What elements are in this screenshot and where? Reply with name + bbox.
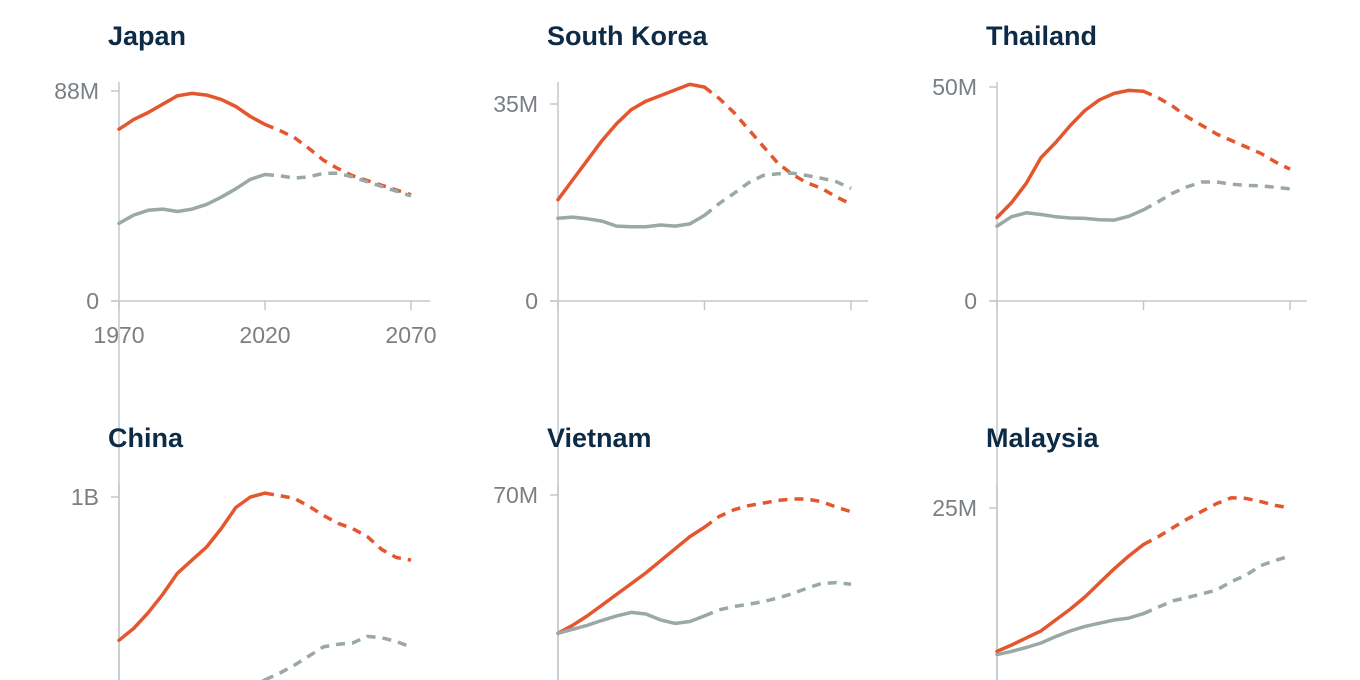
primary-series-historical-line <box>995 88 1146 220</box>
secondary-series-projected-line <box>703 171 852 217</box>
primary-series-historical-line <box>995 542 1146 654</box>
primary-series-historical-line <box>556 525 707 636</box>
secondary-series-historical-line <box>995 611 1146 657</box>
chart-panel: Vietnam 70M <box>493 423 852 680</box>
primary-series-projected-line <box>703 497 852 529</box>
x-tick-label: 2020 <box>239 322 290 348</box>
chart-panel: South Korea 0 35M <box>493 21 868 680</box>
y-tick-label: 88M <box>54 78 99 104</box>
x-tick-label: 1970 <box>93 322 144 348</box>
secondary-series-projected-line <box>264 171 412 198</box>
secondary-series-projected-line <box>1142 554 1291 616</box>
chart-panel: Malaysia 25M <box>932 423 1291 680</box>
y-tick-label: 1B <box>71 484 99 510</box>
primary-series-projected-line <box>264 491 412 562</box>
secondary-series-projected-line <box>264 634 412 680</box>
secondary-series-projected-line <box>703 580 852 618</box>
primary-series-projected-line <box>703 85 852 206</box>
primary-series-projected-line <box>264 122 412 197</box>
y-tick-label: 35M <box>493 91 538 117</box>
chart-title: Japan <box>108 21 186 51</box>
chart-panel: Japan 1970 2020 2070 0 88M <box>54 21 437 680</box>
secondary-series-historical-line <box>117 172 267 226</box>
chart-title: South Korea <box>547 21 708 51</box>
chart-panel: Thailand 0 50M <box>932 21 1307 680</box>
secondary-series-historical-line <box>556 610 707 636</box>
chart-panel: China 1B <box>71 423 412 680</box>
secondary-series-historical-line <box>556 213 707 229</box>
secondary-series-projected-line <box>1142 180 1291 212</box>
chart-title: Malaysia <box>986 423 1100 453</box>
primary-series-projected-line <box>1142 89 1291 171</box>
chart-title: Thailand <box>986 21 1097 51</box>
primary-series-historical-line <box>117 91 267 131</box>
primary-series-historical-line <box>117 491 267 643</box>
y-tick-label: 0 <box>964 288 977 314</box>
y-tick-label: 0 <box>525 288 538 314</box>
x-tick-label: 2070 <box>385 322 436 348</box>
y-tick-label: 0 <box>86 288 99 314</box>
y-tick-label: 70M <box>493 482 538 508</box>
chart-title: Vietnam <box>547 423 652 453</box>
y-tick-label: 25M <box>932 495 977 521</box>
primary-series-historical-line <box>556 82 707 202</box>
y-tick-label: 50M <box>932 74 977 100</box>
chart-title: China <box>108 423 184 453</box>
secondary-series-historical-line <box>995 208 1146 228</box>
primary-series-projected-line <box>1142 496 1291 547</box>
